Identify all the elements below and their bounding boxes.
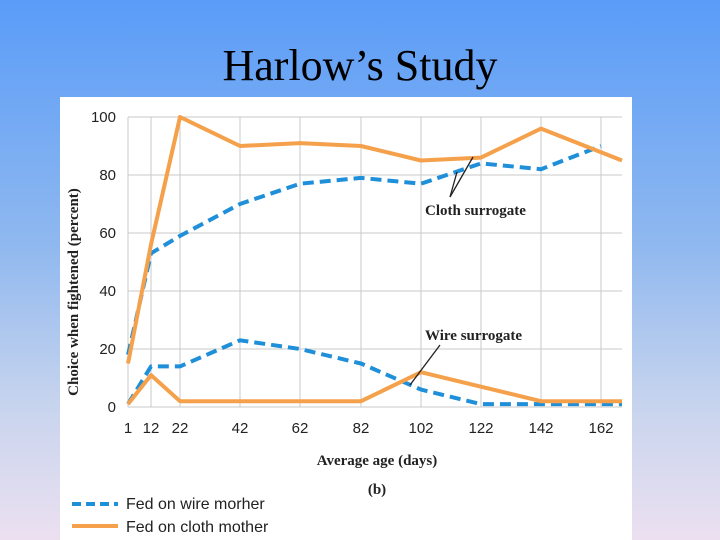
x-axis-title: Average age (days) xyxy=(317,453,438,469)
x-tick-label: 1 xyxy=(124,420,132,437)
series-layer xyxy=(126,115,623,407)
series-line-cloth-cloth-fed xyxy=(126,115,623,364)
series-line-wire-cloth-fed xyxy=(126,370,622,406)
x-tick-label: 162 xyxy=(588,420,613,437)
chart-figure: 0 20 40 60 80 100 1 12 22 42 62 82 102 122 142 162 Choi… xyxy=(60,97,632,540)
x-tick-label: 42 xyxy=(232,420,249,437)
chart-svg: 0 20 40 60 80 100 1 12 22 42 62 82 102 122 142 162 Choi… xyxy=(66,109,623,536)
annotation-cloth-pointer xyxy=(449,156,474,198)
grid xyxy=(127,116,622,408)
x-tick-label: 62 xyxy=(292,420,309,437)
series-line-wire-wire-fed xyxy=(126,338,622,407)
series-line-cloth-wire-fed xyxy=(126,144,602,356)
y-tick-label: 60 xyxy=(99,225,116,242)
annotation-wire-pointer xyxy=(409,344,441,386)
annotation-cloth-surrogate: Cloth surrogate xyxy=(425,203,526,219)
annotation-wire-surrogate: Wire surrogate xyxy=(425,328,522,344)
x-tick-label: 82 xyxy=(353,420,370,437)
x-tick-label: 12 xyxy=(143,420,160,437)
tick-labels: 0 20 40 60 80 100 1 12 22 42 62 82 102 122 142 162 xyxy=(91,109,614,437)
slide-title: Harlow’s Study xyxy=(222,41,498,90)
x-tick-label: 122 xyxy=(468,420,493,437)
x-tick-label: 142 xyxy=(528,420,553,437)
y-tick-label: 20 xyxy=(99,341,116,358)
x-tick-label: 22 xyxy=(172,420,189,437)
legend-label-wire: Fed on wire morher xyxy=(126,496,265,513)
panel-label: (b) xyxy=(368,482,386,498)
y-tick-label: 40 xyxy=(99,283,116,300)
y-tick-label: 100 xyxy=(91,109,116,126)
legend-label-cloth: Fed on cloth mother xyxy=(126,519,269,536)
y-tick-label: 0 xyxy=(108,399,116,416)
y-tick-label: 80 xyxy=(99,167,116,184)
x-tick-label: 102 xyxy=(408,420,433,437)
annotation-cloth-pointer xyxy=(449,171,458,198)
y-axis-title: Choice when fightened (percent) xyxy=(66,188,82,396)
